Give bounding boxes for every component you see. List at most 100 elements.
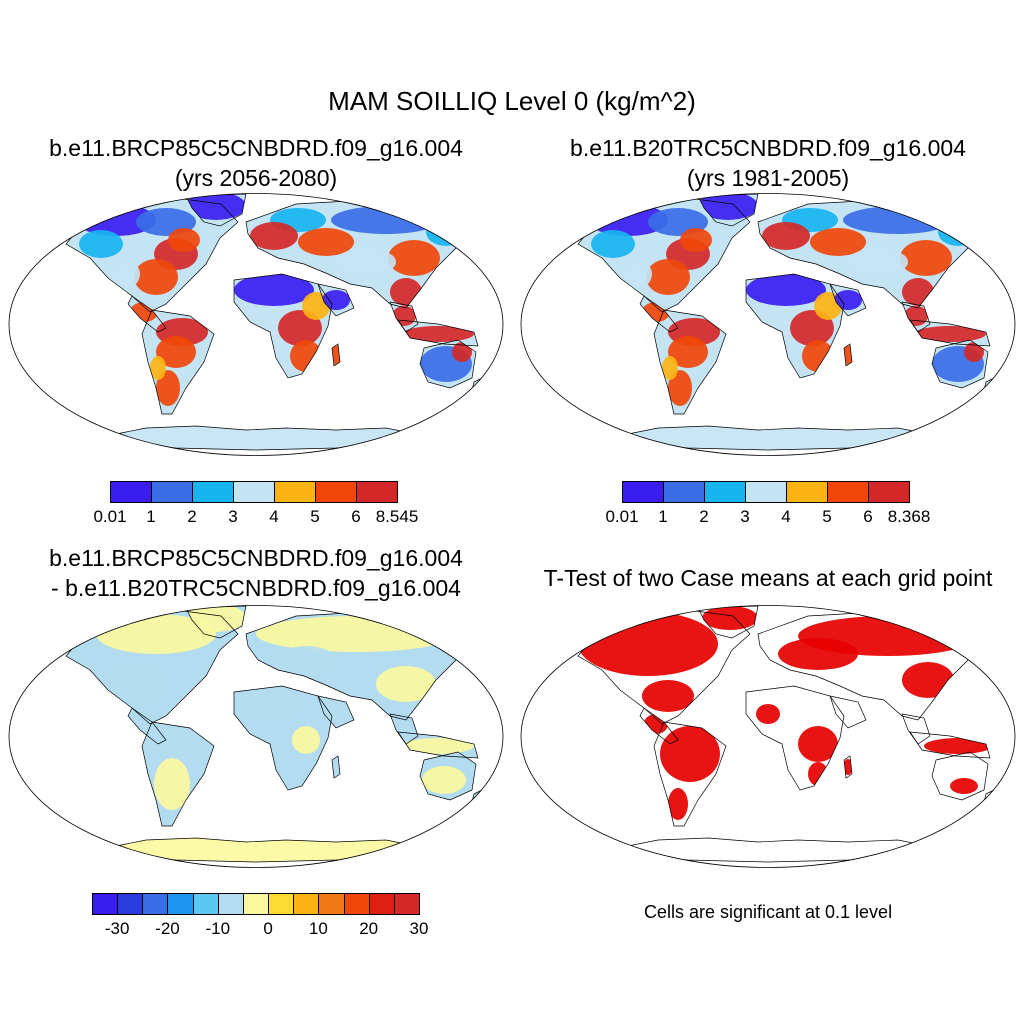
- case1-field-patch: [134, 259, 178, 295]
- diff-land-madagascar: [332, 756, 340, 778]
- case2-field-patch: [646, 259, 690, 295]
- case2-colorbar-box: [704, 481, 746, 503]
- case2-field-patch: [900, 240, 952, 276]
- ttest-coastline-australia: [931, 751, 989, 801]
- ttest-field-patch: [902, 662, 954, 698]
- diff-colorbar-box: [318, 893, 345, 915]
- case2-colorbar-label: 5: [822, 507, 832, 526]
- diff-colorbar-box: [242, 893, 270, 915]
- case1-colorbar-label: 1: [146, 507, 156, 526]
- case2-field-patch: [914, 326, 986, 342]
- diff-colorbar-box: [368, 893, 395, 915]
- case2-colorbar-box: [622, 481, 664, 503]
- case1-colorbar-box: [274, 481, 316, 503]
- case1-colorbar-label: 6: [351, 507, 361, 526]
- case2-field-patch: [624, 260, 652, 288]
- case1-map-boundary: [8, 193, 504, 456]
- diff-field-patch: [376, 666, 436, 702]
- case1-colorbar-label: 2: [187, 507, 197, 526]
- map-case2: [520, 193, 1016, 456]
- map-case1: [8, 193, 504, 456]
- case2-field-patch: [938, 218, 978, 246]
- case2-colorbar-box: [868, 481, 910, 503]
- diff-colorbar-box: [192, 893, 219, 915]
- panel-title-diff: b.e11.BRCP85C5CNBDRD.f09_g16.004 - b.e11…: [0, 543, 512, 603]
- case1-coastline-namerica: [65, 197, 239, 313]
- diff-field-patch: [186, 606, 246, 632]
- case2-colorbar-box: [786, 481, 828, 503]
- case1-field-patch: [79, 230, 123, 258]
- panel-title-diff-line1: b.e11.BRCP85C5CNBDRD.f09_g16.004: [49, 545, 463, 571]
- ttest-coastline-indochina: [901, 713, 931, 745]
- case2-field-patch: [698, 194, 758, 220]
- case1-colorbar-box: [110, 481, 152, 503]
- ttest-field-patch: [702, 606, 758, 630]
- panel-title-case2-line2: (yrs 1981-2005): [686, 165, 850, 191]
- diff-map-boundary: [8, 605, 504, 868]
- panel-title-case2: b.e11.B20TRC5CNBDRD.f09_g16.004 (yrs 198…: [512, 133, 1024, 193]
- diff-field-patch: [322, 702, 350, 722]
- panel-title-diff-line2: - b.e11.B20TRC5CNBDRD.f09_g16.004: [51, 575, 461, 601]
- diff-coastline-indochina: [389, 713, 419, 745]
- ttest-field-patch: [660, 726, 720, 782]
- case1-field-patch: [322, 290, 350, 310]
- map-diff: [8, 605, 504, 868]
- case1-field-patch: [331, 206, 441, 234]
- case1-field-patch: [426, 218, 466, 246]
- diff-colorbar-box: [117, 893, 144, 915]
- case2-coastline-samerica: [653, 309, 727, 415]
- diff-colorbar-box: [293, 893, 320, 915]
- ttest-land-arabia: [830, 696, 866, 728]
- case1-field-patch: [234, 274, 314, 306]
- case1-colorbar-box: [315, 481, 357, 503]
- diff-field-patch: [402, 738, 474, 754]
- diff-colorbar-box: [343, 893, 370, 915]
- diff-colorbar-box: [217, 893, 244, 915]
- case1-colorbar-label: 8.545: [375, 507, 419, 526]
- case2-field-patch: [964, 342, 984, 362]
- case1-colorbar-box: [356, 481, 398, 503]
- case1-colorbar-box: [192, 481, 234, 503]
- case2-field-patch: [834, 290, 862, 310]
- ttest-coastline-madagascar: [843, 755, 853, 779]
- case1-field-patch: [336, 248, 396, 276]
- case2-field-patch: [810, 228, 866, 256]
- case2-colorbar-label: 8.368: [887, 507, 931, 526]
- case2-colorbar-box: [827, 481, 869, 503]
- case2-colorbar-label: 6: [863, 507, 873, 526]
- case1-field-patch: [250, 222, 298, 250]
- case1-field-patch: [156, 336, 196, 368]
- case1-field-patch: [150, 356, 166, 380]
- diff-coastline-arabia: [317, 695, 355, 729]
- case2-colorbar-label: 1: [658, 507, 668, 526]
- diff-coastline-australia: [419, 751, 477, 801]
- case2-field-patch: [843, 206, 953, 234]
- case1-field-patch: [452, 342, 472, 362]
- diff-colorbar-label: -30: [104, 919, 130, 938]
- diff-field-patch: [240, 690, 300, 718]
- diff-field-patch: [154, 758, 190, 810]
- diff-colorbar-label: -10: [205, 919, 231, 938]
- ttest-coastline-samerica: [653, 721, 727, 827]
- case1-field-patch: [388, 240, 440, 276]
- diff-field-patch: [292, 726, 320, 754]
- diff-colorbar-label: 10: [308, 919, 328, 938]
- case1-field-patch: [402, 326, 474, 342]
- ttest-field-patch: [798, 726, 838, 762]
- case1-colorbar-box: [233, 481, 275, 503]
- diff-colorbar-label: 30: [409, 919, 429, 938]
- diff-colorbar-label: 0: [263, 919, 273, 938]
- case1-coastline-arabia: [317, 283, 355, 317]
- case2-field-patch: [680, 228, 712, 252]
- diff-colorbar-label: -20: [155, 919, 180, 938]
- panel-title-case1-line2: (yrs 2056-2080): [174, 165, 338, 191]
- case1-coastline-indochina: [389, 301, 419, 333]
- ttest-land-antarctica: [618, 838, 938, 862]
- ttest-field-patch: [778, 638, 858, 670]
- case1-field-patch: [156, 370, 180, 406]
- case2-colorbar-label: 3: [740, 507, 750, 526]
- ttest-field-patch: [668, 788, 688, 820]
- case2-coastline-indochina: [901, 301, 931, 333]
- case1-coastline-samerica: [141, 309, 215, 415]
- panel-title-case2-line1: b.e11.B20TRC5CNBDRD.f09_g16.004: [570, 135, 966, 161]
